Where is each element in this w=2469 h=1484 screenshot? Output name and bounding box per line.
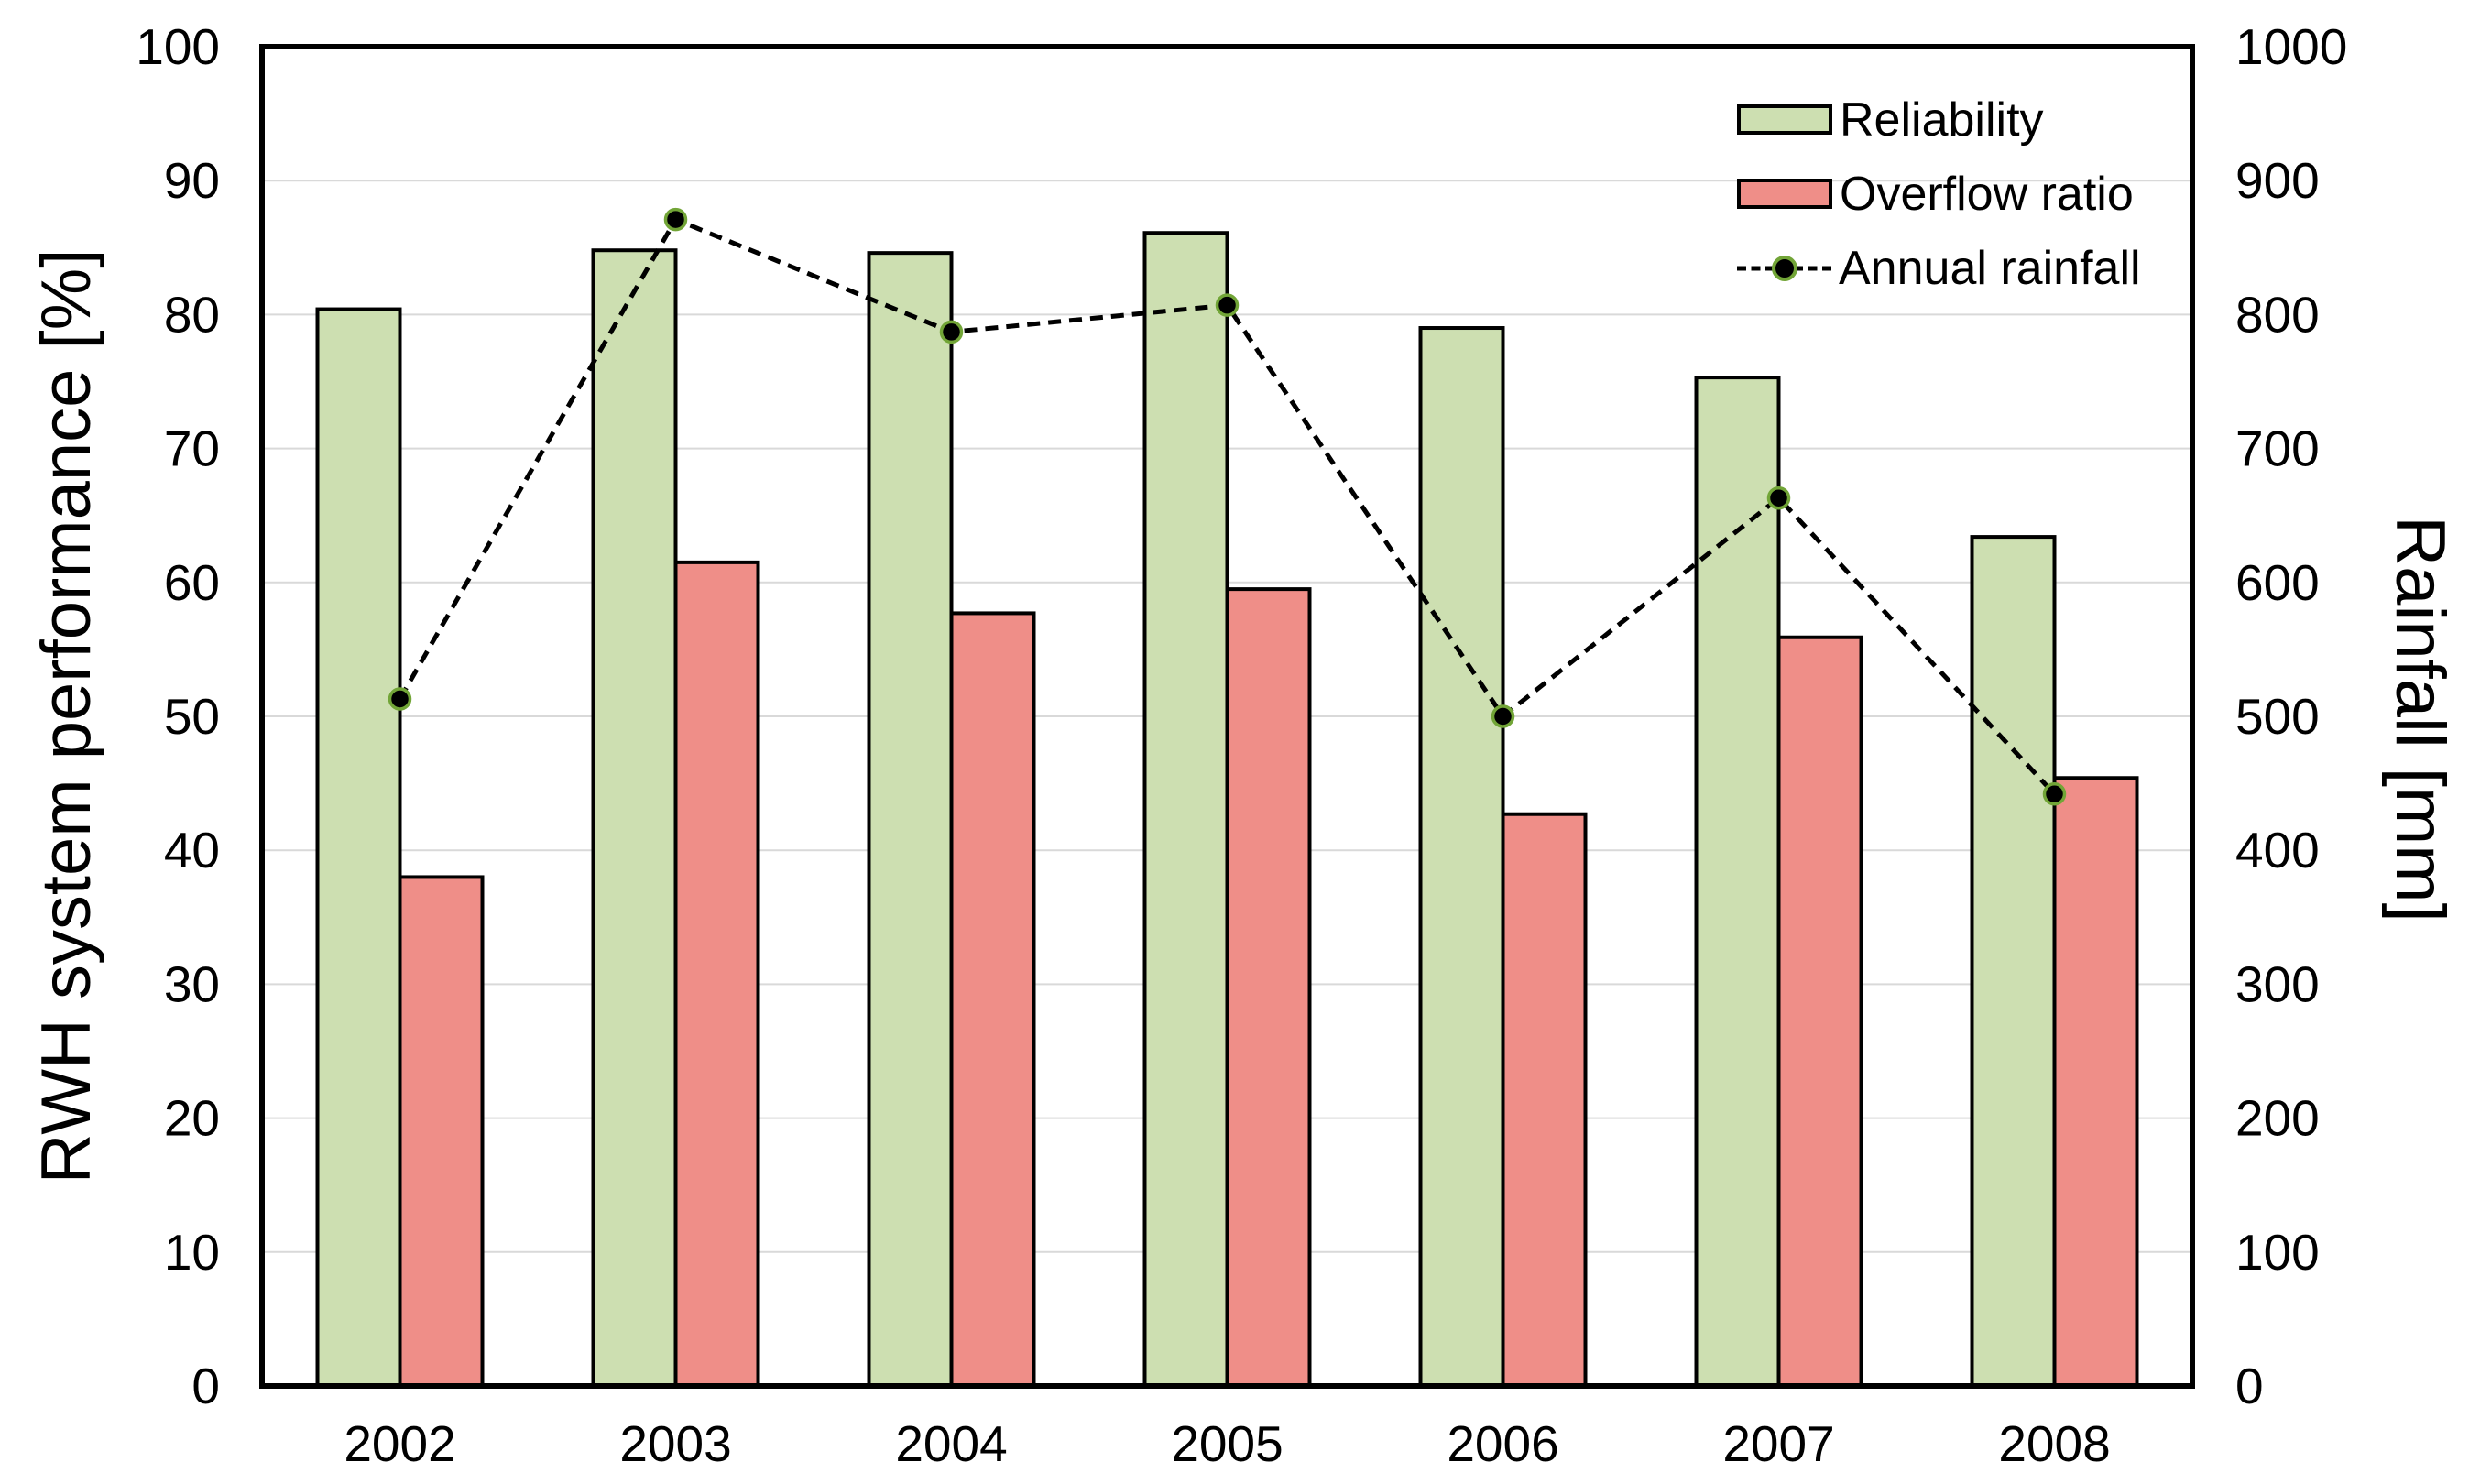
bar-reliability-2004 <box>867 251 954 1389</box>
y-tick-label-left: 30 <box>164 955 220 1012</box>
legend-label-annual-rainfall: Annual rainfall <box>1839 241 2141 295</box>
x-tick-label: 2002 <box>344 1415 455 1472</box>
rainfall-marker-2008 <box>2042 782 2067 806</box>
y-tick-label-left: 70 <box>164 420 220 477</box>
y-tick-label-right: 700 <box>2235 420 2320 477</box>
rainfall-marker-2005 <box>1215 293 1240 317</box>
rainfall-marker-2004 <box>939 320 964 344</box>
legend-label-reliability: Reliability <box>1840 93 2044 147</box>
bar-overflow-ratio-2002 <box>398 875 485 1388</box>
rainfall-marker-2006 <box>1491 704 1515 728</box>
y-tick-label-left: 100 <box>136 18 220 75</box>
y-tick-label-right: 900 <box>2235 152 2320 209</box>
y-tick-label-right: 200 <box>2235 1090 2320 1147</box>
rainfall-marker-2007 <box>1766 486 1791 510</box>
bar-overflow-ratio-2005 <box>1225 587 1312 1388</box>
x-tick-label: 2004 <box>895 1415 1007 1472</box>
bar-overflow-ratio-2004 <box>949 611 1036 1388</box>
x-tick-label: 2008 <box>1998 1415 2110 1472</box>
x-tick-label: 2007 <box>1722 1415 1834 1472</box>
x-tick-label: 2006 <box>1447 1415 1558 1472</box>
legend-item-overflow-ratio: Overflow ratio <box>1737 157 2141 231</box>
y-tick-label-right: 0 <box>2235 1358 2264 1414</box>
bar-reliability-2008 <box>1970 535 2057 1388</box>
bar-reliability-2006 <box>1418 326 1505 1388</box>
bar-overflow-ratio-2006 <box>1501 812 1588 1388</box>
bar-reliability-2003 <box>591 248 678 1388</box>
y-tick-label-left: 60 <box>164 554 220 611</box>
bar-overflow-ratio-2007 <box>1776 635 1863 1388</box>
legend: Reliability Overflow ratio Annual rainfa… <box>1737 82 2141 305</box>
y-tick-label-left: 90 <box>164 152 220 209</box>
rainfall-marker-2002 <box>388 687 412 711</box>
bar-overflow-ratio-2008 <box>2052 776 2139 1388</box>
y-tick-label-left: 10 <box>164 1224 220 1281</box>
reliability-swatch-icon <box>1737 104 1832 135</box>
legend-item-annual-rainfall: Annual rainfall <box>1737 231 2141 305</box>
y-tick-label-right: 400 <box>2235 822 2320 878</box>
marker-dot-icon <box>1771 255 1797 281</box>
y-tick-label-left: 50 <box>164 688 220 745</box>
legend-item-reliability: Reliability <box>1737 82 2141 157</box>
y-tick-label-left: 40 <box>164 822 220 878</box>
bar-overflow-ratio-2003 <box>673 560 760 1388</box>
right-axis-title: Rainfall [mm] <box>2381 516 2459 922</box>
annual-rainfall-line-icon <box>1737 253 1831 284</box>
y-tick-label-right: 100 <box>2235 1224 2320 1281</box>
plot-frame <box>259 44 2195 1389</box>
y-tick-label-right: 300 <box>2235 955 2320 1012</box>
left-axis-title: RWH system performance [%] <box>27 248 105 1184</box>
y-tick-label-right: 800 <box>2235 286 2320 343</box>
legend-label-overflow-ratio: Overflow ratio <box>1840 167 2134 221</box>
bar-reliability-2005 <box>1142 231 1229 1388</box>
overflow-ratio-swatch-icon <box>1737 179 1832 209</box>
bar-reliability-2002 <box>315 307 402 1388</box>
y-tick-label-right: 1000 <box>2235 18 2347 75</box>
x-tick-label: 2003 <box>619 1415 731 1472</box>
y-tick-label-right: 500 <box>2235 688 2320 745</box>
x-tick-label: 2005 <box>1171 1415 1283 1472</box>
y-tick-label-right: 600 <box>2235 554 2320 611</box>
y-tick-label-left: 0 <box>191 1358 220 1414</box>
y-tick-label-left: 20 <box>164 1090 220 1147</box>
rainfall-marker-2003 <box>663 207 688 232</box>
y-tick-label-left: 80 <box>164 286 220 343</box>
